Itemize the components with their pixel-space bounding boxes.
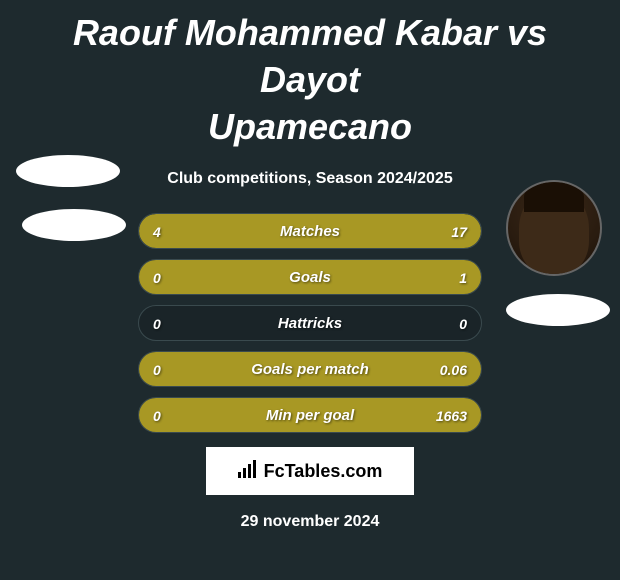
stat-value-right: 0 [459,306,467,341]
player-left-badge-1 [16,155,120,187]
title-line2: Upamecano [208,106,412,147]
stat-label: Hattricks [139,306,481,341]
footer-brand-text: FcTables.com [264,461,383,482]
stats-container: 4Matches170Goals10Hattricks00Goals per m… [138,213,482,433]
stat-value-right: 1 [459,260,467,295]
stat-value-right: 17 [451,214,467,249]
stat-bar: 4Matches17 [138,213,482,249]
stat-label: Goals per match [139,352,481,387]
player-right-block [506,180,610,326]
title: Raouf Mohammed Kabar vs Dayot Upamecano [0,0,620,155]
stat-bar: 0Min per goal1663 [138,397,482,433]
footer-logo: FcTables.com [206,447,414,495]
stat-bar: 0Goals per match0.06 [138,351,482,387]
title-line1: Raouf Mohammed Kabar vs Dayot [73,12,547,100]
footer-date: 29 november 2024 [0,513,620,531]
logo-bars-icon [238,460,258,483]
stat-label: Goals [139,260,481,295]
avatar-face [519,190,589,275]
stat-value-right: 1663 [436,398,467,433]
stat-label: Min per goal [139,398,481,433]
player-left-block [10,160,126,241]
stat-label: Matches [139,214,481,249]
player-right-badge [506,294,610,326]
player-right-avatar [506,180,602,276]
player-left-badge-2 [22,209,126,241]
stat-bar: 0Goals1 [138,259,482,295]
stat-bar: 0Hattricks0 [138,305,482,341]
stat-value-right: 0.06 [440,352,467,387]
